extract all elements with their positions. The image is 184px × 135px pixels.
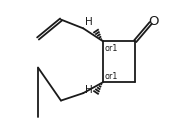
Text: O: O xyxy=(148,15,158,28)
Text: H: H xyxy=(85,85,93,95)
Text: or1: or1 xyxy=(105,72,118,81)
Text: or1: or1 xyxy=(105,44,118,53)
Text: H: H xyxy=(85,17,93,27)
